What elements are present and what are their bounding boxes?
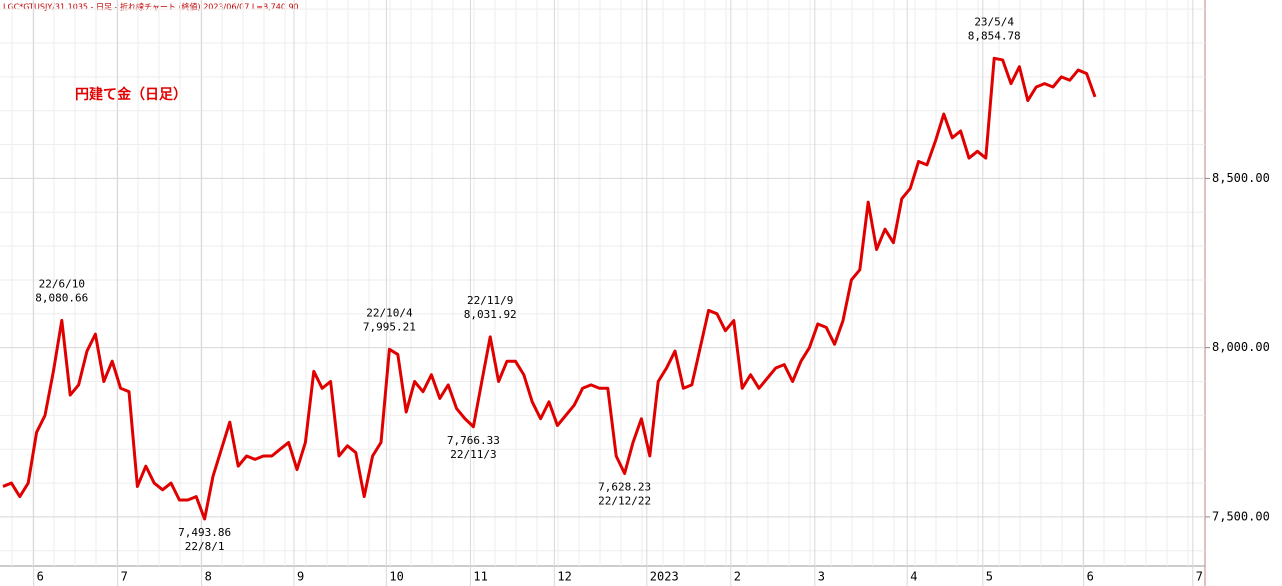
x-tick-label: 2023 — [650, 570, 679, 584]
header: LGC*GTUSJY/31.1035 - 日足 - 折れ線チャート (終値) 2… — [3, 2, 299, 12]
annotation-value: 7,493.86 — [178, 526, 231, 539]
annotation-date: 22/11/9 — [467, 294, 513, 307]
price-line — [2, 56, 1097, 521]
annotation-date: 22/6/10 — [39, 277, 85, 290]
annotation-value: 7,766.33 — [447, 434, 500, 447]
chart-title: 円建て金（日足） — [75, 86, 187, 103]
y-tick-label: 8,500.00 — [1212, 171, 1270, 185]
annotation-date: 22/10/4 — [366, 306, 413, 319]
x-tick-label: 9 — [297, 570, 304, 584]
x-tick-label: 6 — [1087, 570, 1094, 584]
x-tick-label: 2 — [734, 570, 741, 584]
x-tick-label: 10 — [389, 570, 403, 584]
x-tick-label: 7 — [1196, 570, 1203, 584]
x-tick-label: 11 — [473, 570, 487, 584]
y-tick-label: 7,500.00 — [1212, 509, 1270, 523]
annotation-date: 22/8/1 — [185, 540, 225, 553]
x-tick-label: 3 — [818, 570, 825, 584]
x-tick-label: 12 — [557, 570, 571, 584]
annotation-value: 8,031.92 — [464, 308, 517, 321]
x-tick-label: 5 — [986, 570, 993, 584]
x-tick-label: 6 — [37, 570, 44, 584]
y-tick-label: 8,000.00 — [1212, 340, 1270, 354]
x-tick-label: 7 — [121, 570, 128, 584]
annotation-value: 7,628.23 — [598, 481, 651, 494]
annotation-value: 8,080.66 — [35, 291, 88, 304]
annotation-date: 23/5/4 — [974, 15, 1014, 28]
annotation-date: 22/11/3 — [450, 448, 496, 461]
x-tick-label: 4 — [910, 570, 917, 584]
x-tick-label: 8 — [205, 570, 212, 584]
annotation-date: 22/12/22 — [598, 495, 651, 508]
annotation-value: 8,854.78 — [968, 29, 1021, 42]
annotation-value: 7,995.21 — [363, 320, 416, 333]
